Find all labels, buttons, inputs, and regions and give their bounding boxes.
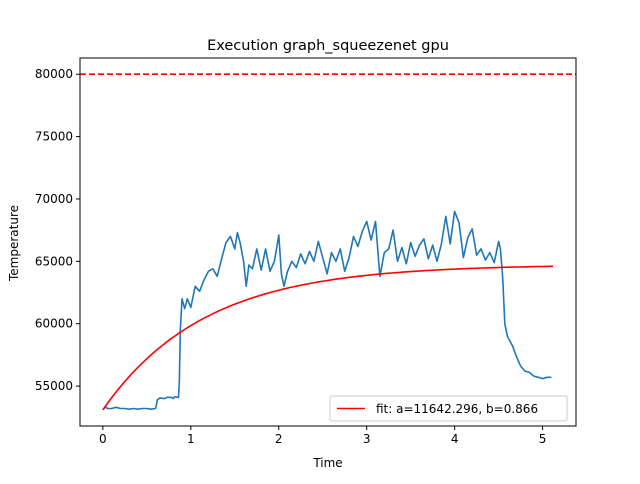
- chart-title: Execution graph_squeezenet gpu: [207, 38, 449, 54]
- legend-box: [329, 395, 568, 422]
- y-tick-label: 60000: [35, 317, 73, 331]
- plot-layer: [80, 73, 576, 411]
- x-tick-label: 4: [451, 432, 459, 446]
- y-tick-label: 55000: [35, 379, 73, 393]
- legend-fit-label: fit: a=11642.296, b=0.866: [376, 402, 538, 416]
- y-tick-label: 80000: [35, 67, 73, 81]
- y-tick-label: 70000: [35, 192, 73, 206]
- x-tick-label: 1: [187, 432, 195, 446]
- x-tick-label: 2: [275, 432, 283, 446]
- x-axis-label: Time: [312, 456, 342, 470]
- x-tick-label: 3: [363, 432, 371, 446]
- y-tick-label: 75000: [35, 130, 73, 144]
- axes-frame: [79, 57, 577, 427]
- legend: fit: a=11642.296, b=0.866: [329, 395, 568, 422]
- axes-layer: 0 1 2 3 4 5 55000 60000 65000 70000 75000 80000: [35, 57, 577, 446]
- x-tick-label: 5: [539, 432, 547, 446]
- measured-series-line: [102, 210, 552, 411]
- y-axis-label: Temperature: [7, 205, 21, 282]
- fit-series-line: [102, 265, 554, 411]
- x-tick-label: 0: [99, 432, 107, 446]
- y-tick-label: 65000: [35, 254, 73, 268]
